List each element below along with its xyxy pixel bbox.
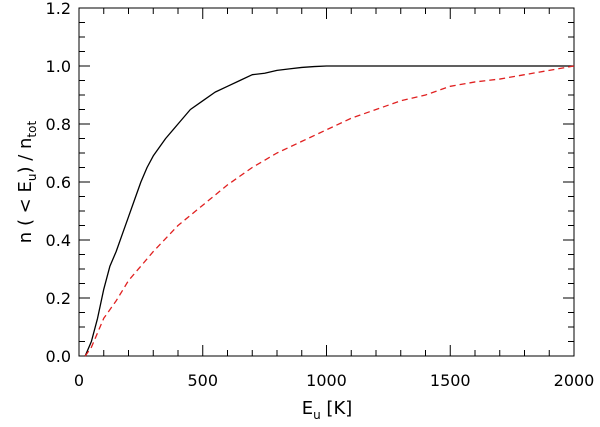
y-ticks (79, 7, 574, 357)
x-tick-labels: 0 500 1000 1500 2000 (74, 371, 594, 390)
y-tick-label: 0.2 (46, 289, 71, 308)
x-tick-label: 500 (187, 371, 218, 390)
x-tick-label: 2000 (554, 371, 595, 390)
series-line-solid (84, 65, 574, 357)
y-tick-label: 0.0 (46, 347, 71, 366)
y-axis-label-sub1: u (25, 174, 39, 182)
x-axis-label-main: E (302, 398, 313, 419)
y-tick-labels: 0.0 0.2 0.4 0.6 0.8 1.0 1.2 (46, 0, 71, 366)
x-ticks (78, 8, 575, 356)
y-axis-label-part2: ) / n (15, 138, 36, 174)
x-tick-label: 1000 (306, 371, 347, 390)
x-axis-label: Eu [K] (302, 398, 353, 422)
y-axis-label: n ( < Eu) / ntot (15, 121, 39, 244)
series-layer (84, 65, 575, 357)
plot-frame (78, 7, 575, 357)
y-tick-label: 0.8 (46, 115, 71, 134)
x-axis-label-rest: [K] (321, 398, 353, 419)
x-tick-label: 1500 (430, 371, 471, 390)
y-tick-label: 1.2 (46, 0, 71, 18)
y-tick-label: 0.6 (46, 173, 71, 192)
y-tick-label: 0.4 (46, 231, 71, 250)
y-tick-label: 1.0 (46, 57, 71, 76)
y-axis-label-sub2: tot (25, 121, 39, 138)
x-axis-label-sub: u (313, 408, 321, 422)
y-axis-label-part1: n ( < E (15, 181, 36, 243)
x-tick-label: 0 (74, 371, 84, 390)
series-line-dashed (84, 65, 575, 357)
